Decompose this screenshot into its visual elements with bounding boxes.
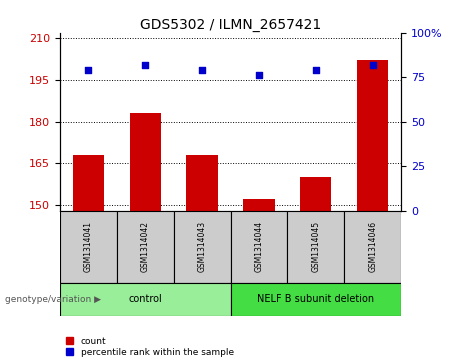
Text: GSM1314042: GSM1314042 bbox=[141, 221, 150, 272]
Bar bbox=[287, 211, 344, 283]
Text: GSM1314041: GSM1314041 bbox=[84, 221, 93, 272]
Title: GDS5302 / ILMN_2657421: GDS5302 / ILMN_2657421 bbox=[140, 18, 321, 32]
Point bbox=[312, 67, 319, 73]
Bar bbox=[186, 155, 218, 211]
Legend: count, percentile rank within the sample: count, percentile rank within the sample bbox=[65, 335, 236, 359]
Point bbox=[85, 67, 92, 73]
Text: GSM1314044: GSM1314044 bbox=[254, 221, 263, 272]
Bar bbox=[60, 211, 117, 283]
Bar bbox=[230, 211, 287, 283]
Text: genotype/variation ▶: genotype/variation ▶ bbox=[5, 295, 100, 304]
Bar bbox=[300, 177, 331, 211]
Bar bbox=[174, 211, 230, 283]
Point bbox=[142, 62, 149, 68]
Point bbox=[198, 67, 206, 73]
Text: GSM1314043: GSM1314043 bbox=[198, 221, 207, 272]
Bar bbox=[230, 283, 401, 316]
Bar bbox=[73, 155, 104, 211]
Text: GSM1314046: GSM1314046 bbox=[368, 221, 377, 272]
Point bbox=[369, 62, 376, 68]
Bar bbox=[243, 199, 275, 211]
Point bbox=[255, 73, 263, 78]
Bar bbox=[117, 211, 174, 283]
Text: GSM1314045: GSM1314045 bbox=[311, 221, 320, 272]
Bar bbox=[130, 113, 161, 211]
Bar bbox=[357, 61, 388, 211]
Bar bbox=[60, 283, 230, 316]
Text: NELF B subunit deletion: NELF B subunit deletion bbox=[257, 294, 374, 305]
Bar bbox=[344, 211, 401, 283]
Text: control: control bbox=[128, 294, 162, 305]
